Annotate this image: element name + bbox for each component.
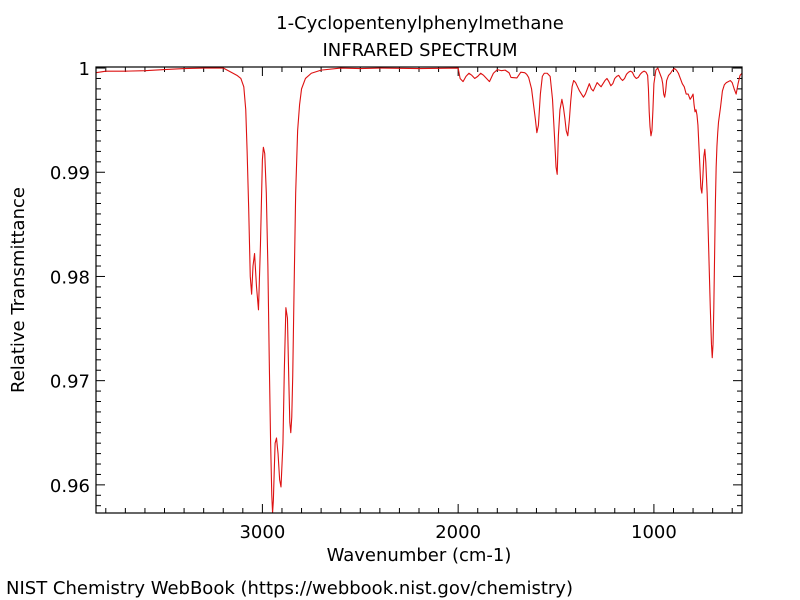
plot-frame (95, 66, 743, 514)
y-tick-label: 0.98 (50, 267, 90, 288)
spectrum-line (95, 67, 743, 514)
y-axis-label: Relative Transmittance (8, 187, 29, 393)
x-axis-label: Wavenumber (cm-1) (327, 545, 512, 566)
y-tick-label: 0.97 (50, 372, 90, 393)
y-tick-label: 0.96 (50, 476, 90, 497)
chart-title: 1-Cyclopentenylphenylmethane (276, 13, 564, 34)
y-tick-label: 1 (79, 59, 90, 80)
x-tick-label: 3000 (239, 522, 285, 543)
chart-subtitle: INFRARED SPECTRUM (322, 40, 517, 61)
axis-tick-labels: 3000 2000 1000 1 0.99 0.98 0.97 0.96 (50, 59, 677, 543)
x-tick-label: 1000 (631, 522, 677, 543)
x-tick-label: 2000 (435, 522, 481, 543)
y-tick-label: 0.99 (50, 163, 90, 184)
source-credit: NIST Chemistry WebBook (https://webbook.… (6, 578, 573, 599)
axis-ticks (96, 67, 742, 513)
